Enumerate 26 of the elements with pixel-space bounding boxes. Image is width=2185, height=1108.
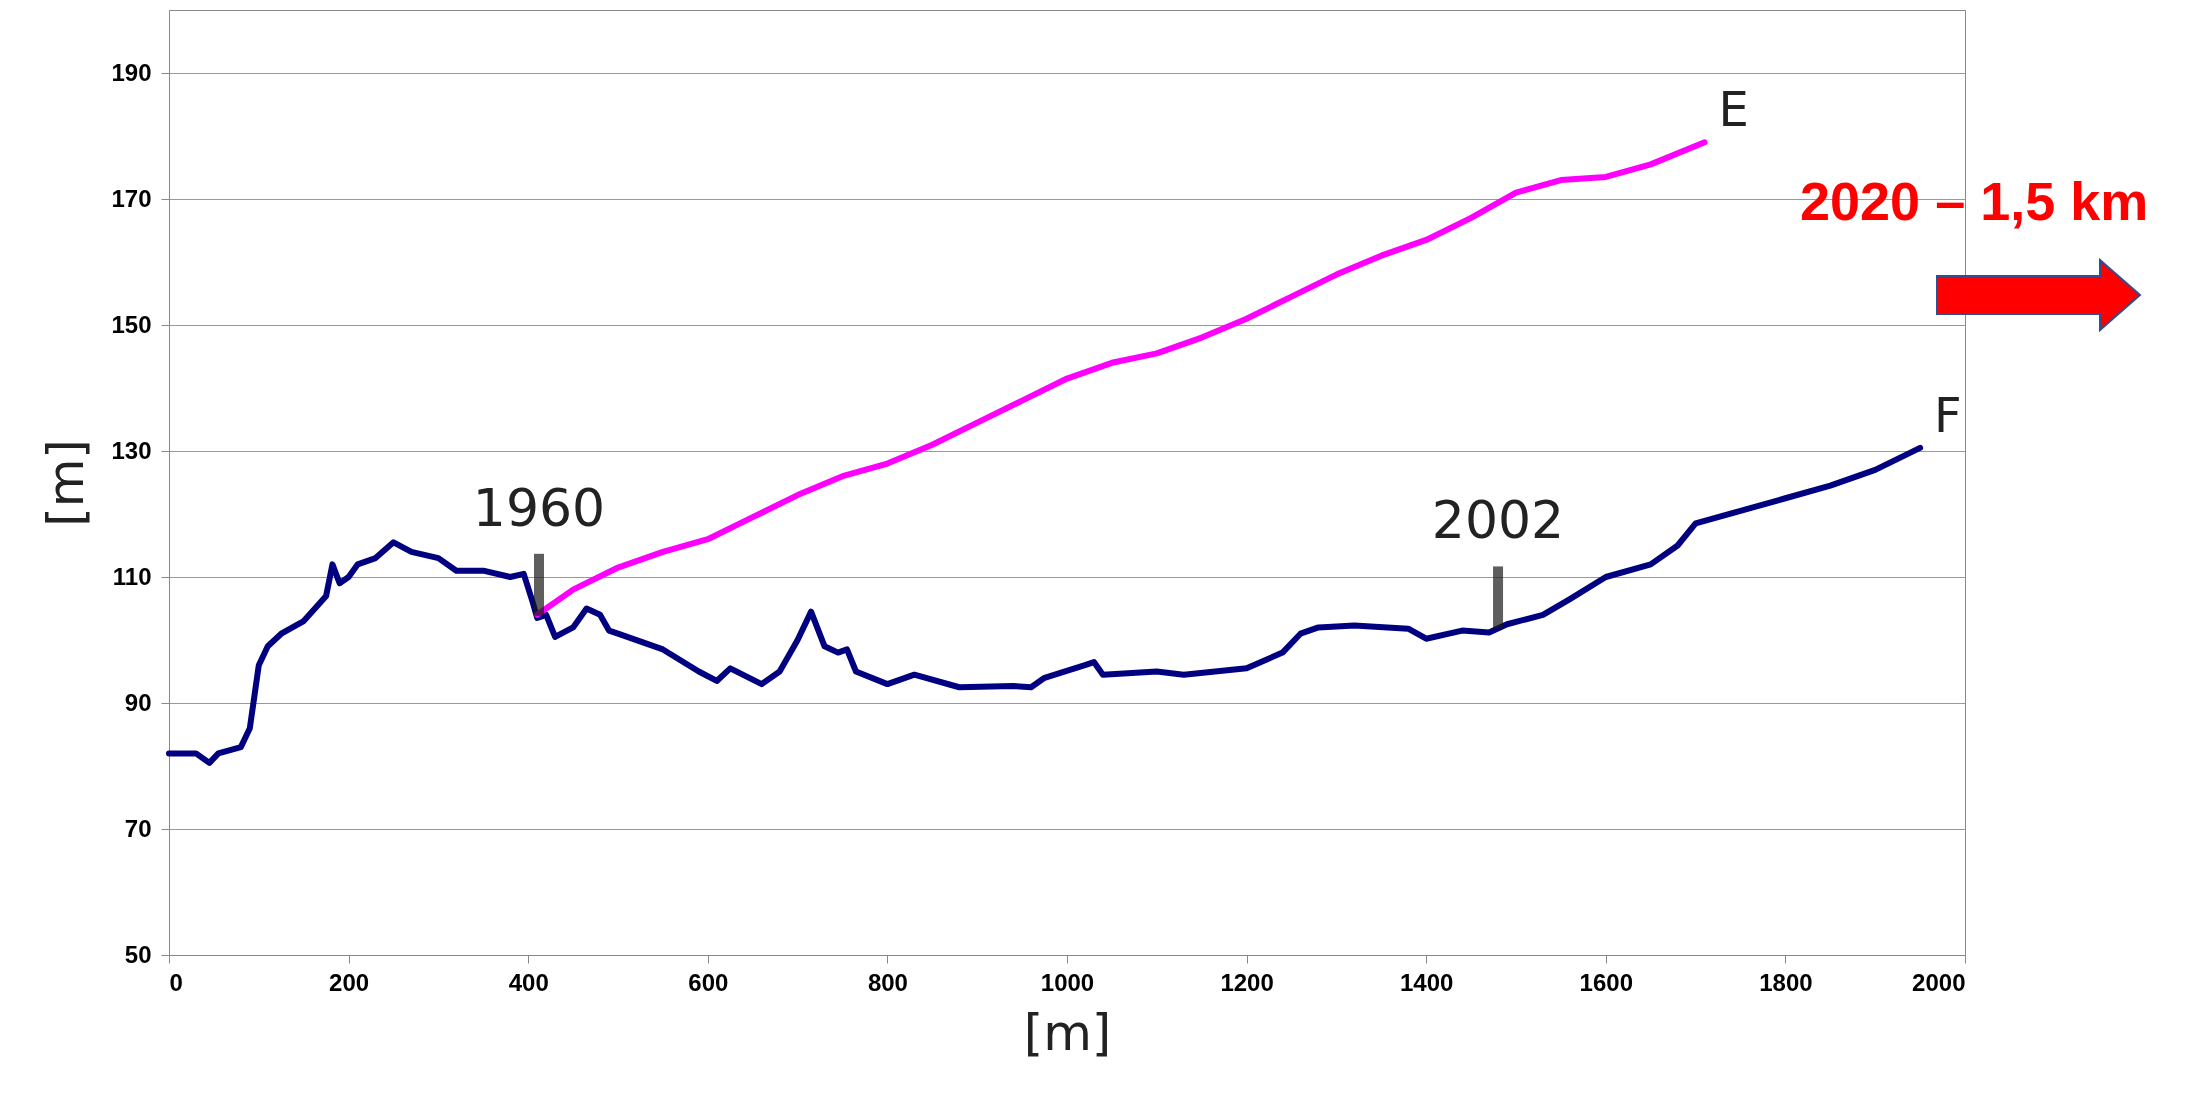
annotation: 1960: [472, 477, 606, 538]
x-tick-label: 2000: [1912, 968, 1966, 996]
y-tick-label: 130: [111, 436, 152, 464]
y-tick-label: 110: [112, 562, 152, 590]
x-tick-label: 1400: [1400, 968, 1454, 996]
x-axis-title: [m]: [1023, 1003, 1112, 1062]
y-tick-label: 190: [111, 58, 152, 86]
x-tick-label: 400: [508, 968, 549, 996]
y-tick-label: 90: [124, 688, 152, 716]
x-tick-label: 1200: [1220, 968, 1274, 996]
y-axis-title: [m]: [37, 439, 96, 527]
annotation: 2002: [1431, 490, 1565, 551]
y-tick-label: 50: [124, 940, 152, 968]
x-tick-label: 1000: [1040, 968, 1095, 996]
series-label: F: [1934, 386, 1962, 443]
y-tick-label: 170: [111, 184, 152, 212]
series-label: E: [1718, 81, 1749, 138]
annotation: 2020 – 1,5 km: [1800, 170, 2149, 232]
x-tick-label: 1600: [1579, 968, 1633, 996]
x-tick-label: 200: [329, 968, 370, 996]
x-tick-label: 0: [169, 968, 183, 996]
x-tick-label: 800: [867, 968, 908, 996]
x-tick-label: 600: [688, 968, 729, 996]
y-tick-label: 70: [124, 814, 152, 842]
y-tick-label: 150: [111, 310, 152, 338]
x-tick-label: 1800: [1759, 968, 1813, 996]
